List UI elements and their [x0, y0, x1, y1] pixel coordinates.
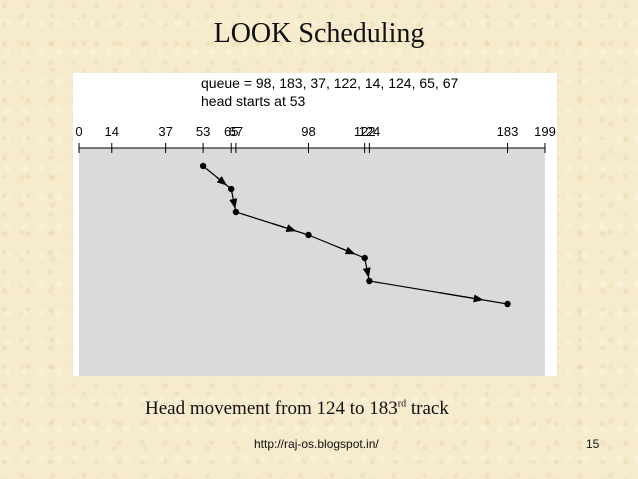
- axis-tick-label: 199: [534, 124, 556, 139]
- axis-tick-label: 98: [301, 124, 315, 139]
- footer-url: http://raj-os.blogspot.in/: [254, 437, 379, 451]
- caption: Head movement from 124 to 183rd track: [145, 398, 449, 420]
- axis-tick-label: 37: [158, 124, 172, 139]
- direction-arrow: [229, 198, 238, 209]
- head-position-point: [228, 185, 235, 193]
- plot-area: [79, 148, 545, 376]
- head-position-point: [199, 162, 207, 170]
- axis-tick-label: 67: [229, 124, 243, 139]
- head-position-point: [504, 300, 511, 308]
- caption-superscript: rd: [397, 398, 407, 410]
- head-position-point: [305, 231, 312, 239]
- caption-suffix: track: [406, 398, 449, 419]
- direction-arrow: [336, 245, 356, 255]
- direction-arrow: [272, 222, 297, 232]
- chart-svg: queue = 98, 183, 37, 122, 14, 124, 65, 6…: [75, 75, 556, 376]
- slide-title: LOOK Scheduling: [213, 18, 425, 49]
- head-position-point: [361, 254, 368, 262]
- head-position-point: [366, 277, 373, 285]
- axis-tick-label: 65: [224, 124, 238, 139]
- axis-tick-label: 53: [196, 124, 210, 139]
- axis-tick-label: 183: [497, 124, 519, 139]
- slide-number: 15: [586, 437, 600, 451]
- direction-arrow: [362, 267, 371, 278]
- head-start-text: head starts at 53: [201, 93, 306, 109]
- axis-tick-label: 14: [105, 124, 119, 139]
- axis-tick-label: 122: [354, 124, 376, 139]
- direction-arrow: [216, 176, 227, 186]
- axis-tick-label: 124: [359, 124, 381, 139]
- disk-scheduling-figure: queue = 98, 183, 37, 122, 14, 124, 65, 6…: [73, 73, 557, 376]
- direction-arrow: [438, 291, 484, 303]
- queue-text: queue = 98, 183, 37, 122, 14, 124, 65, 6…: [201, 75, 458, 91]
- axis-tick-label: 0: [75, 124, 82, 139]
- caption-text: Head movement from 124 to 183: [145, 398, 398, 419]
- head-position-point: [232, 208, 240, 216]
